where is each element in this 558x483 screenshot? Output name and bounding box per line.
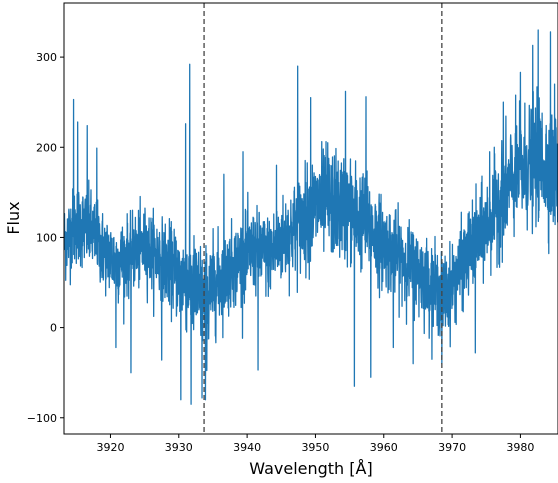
- x-tick-label: 3970: [438, 441, 466, 454]
- y-axis-label: Flux: [4, 201, 23, 234]
- y-tick-label: −100: [27, 412, 57, 425]
- x-axis-label: Wavelength [Å]: [249, 459, 372, 478]
- y-tick-label: 300: [36, 51, 57, 64]
- plot-area: [64, 3, 558, 434]
- x-tick-label: 3920: [96, 441, 124, 454]
- x-tick-label: 3960: [370, 441, 398, 454]
- y-tick-label: 100: [36, 231, 57, 244]
- x-tick-label: 3950: [301, 441, 329, 454]
- y-tick-label: 0: [50, 322, 57, 335]
- y-tick-label: 200: [36, 141, 57, 154]
- x-tick-label: 3940: [233, 441, 261, 454]
- x-tick-label: 3980: [506, 441, 534, 454]
- plot-frame: [63, 2, 558, 435]
- y-axis-ticks: −100 0 100 200 300: [27, 51, 64, 425]
- x-axis-ticks: 3920 3930 3940 3950 3960 3970 3980: [96, 434, 534, 454]
- x-tick-label: 3930: [165, 441, 193, 454]
- flux-series-line: [64, 29, 558, 405]
